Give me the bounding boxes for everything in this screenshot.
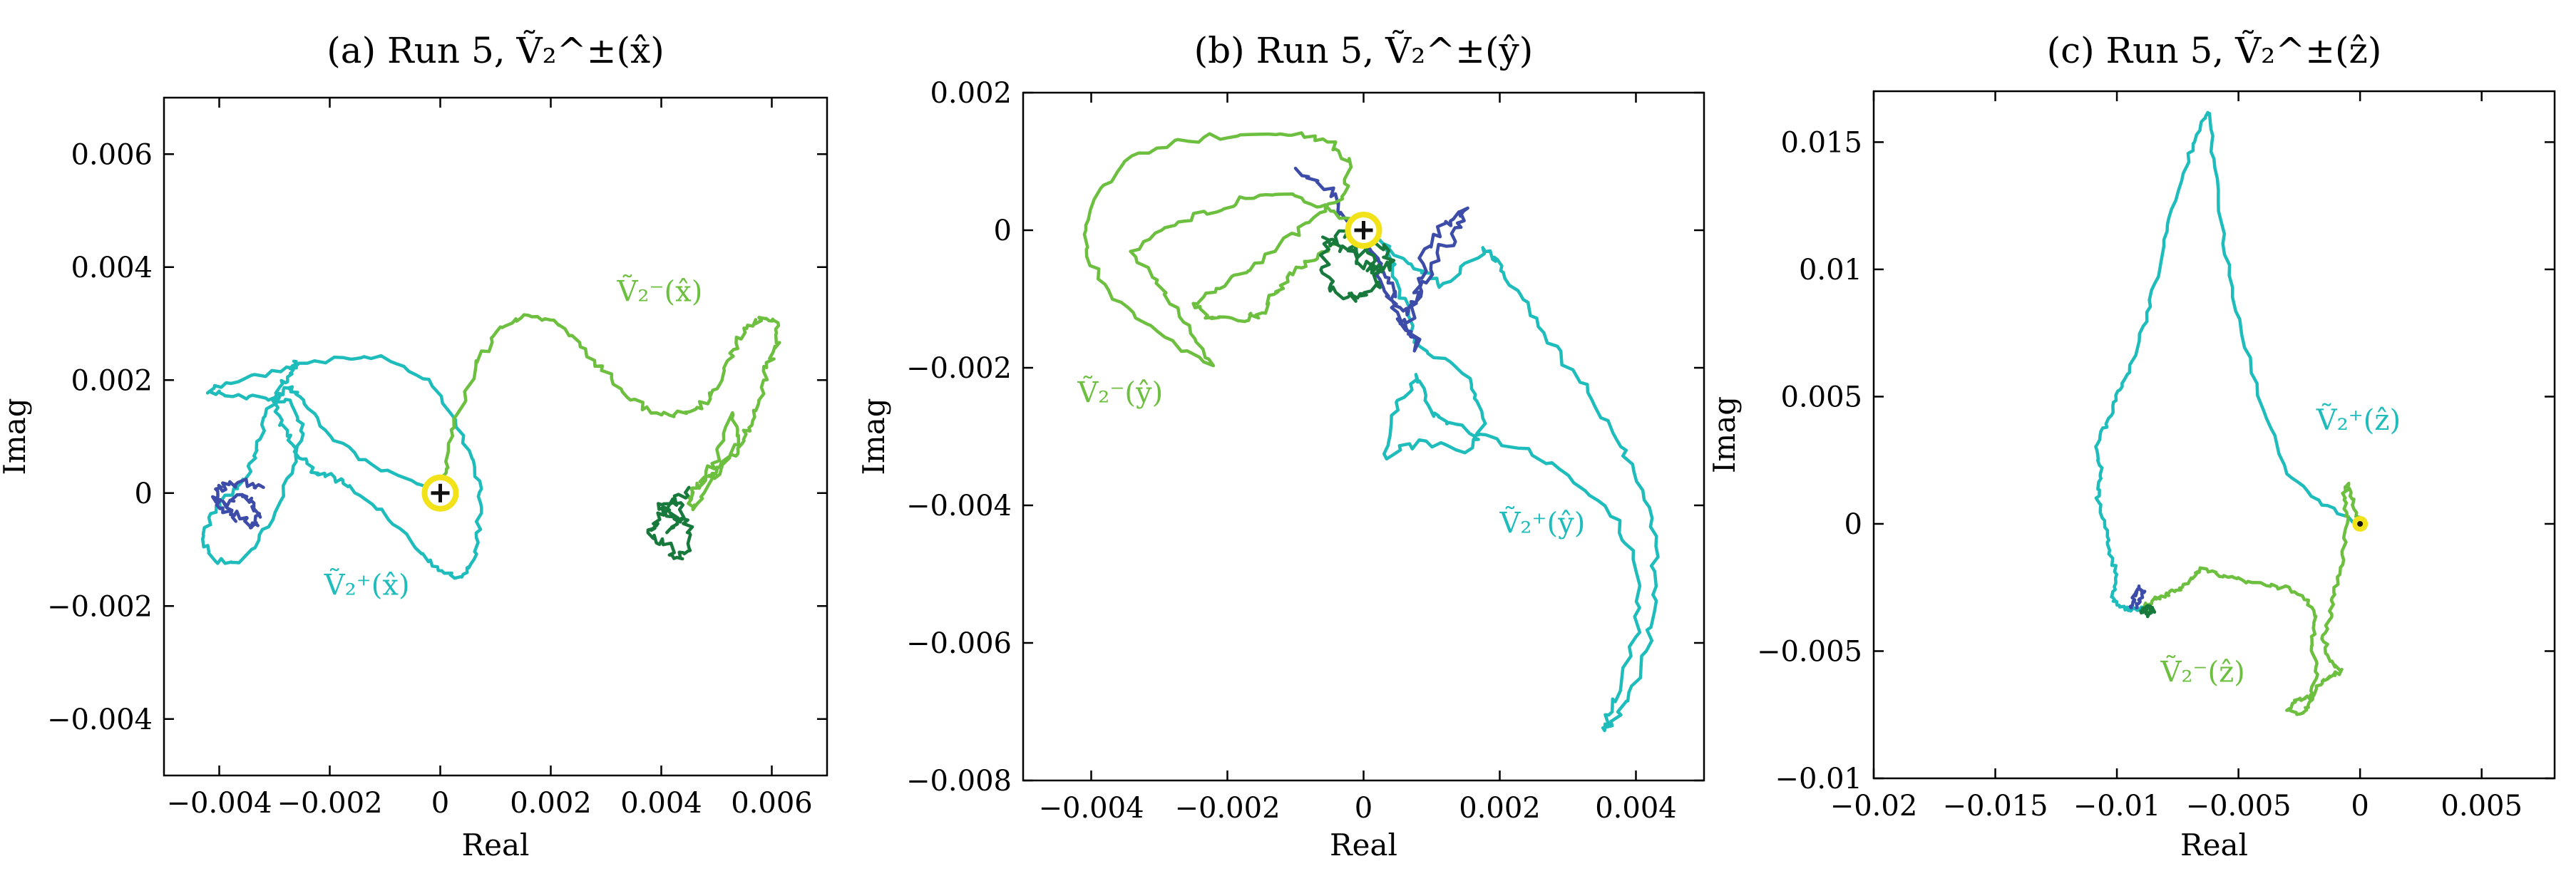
series-line-3 <box>1082 131 1365 368</box>
panel-3: −0.02 −0.015 −0.01 −0.005 0 0.005 −0.01 −0.005 0… <box>1707 29 2556 862</box>
y-axis-label: Imag <box>856 398 891 475</box>
series-line-1 <box>200 354 483 580</box>
series-line-3 <box>2142 481 2362 716</box>
axes-box <box>163 96 828 777</box>
y-tick-label: 0 <box>994 215 1012 247</box>
y-tick-label: −0.005 <box>1757 635 1862 668</box>
x-tick-label: 0.002 <box>510 787 592 820</box>
x-tick-label: 0 <box>1355 792 1372 825</box>
y-tick-label: 0.002 <box>930 77 1012 110</box>
series-line-4 <box>1318 228 1396 303</box>
x-axis-label: Real <box>2180 828 2248 862</box>
y-tick-label: −0.004 <box>47 704 153 736</box>
panel-title: (c) Run 5, Ṽ₂^±(ẑ) <box>2047 29 2382 71</box>
origin-plus-marker <box>1354 221 1373 239</box>
panel-1: −0.004 −0.002 0 0.002 0.004 0.006−0.004−0.002… <box>0 29 828 862</box>
x-tick-label: −0.004 <box>166 787 272 820</box>
series-annotation: Ṽ₂⁻(ŷ) <box>1077 376 1163 409</box>
series-line-3 <box>438 313 781 512</box>
x-tick-label: 0.005 <box>2441 790 2523 823</box>
origin-dot-center <box>2357 520 2364 527</box>
y-tick-label: 0.006 <box>71 138 153 171</box>
series-annotation: Ṽ₂⁺(ŷ) <box>1499 507 1586 540</box>
series-line-2 <box>1293 166 1469 353</box>
x-tick-label: 0.004 <box>1595 792 1677 825</box>
series-annotation: Ṽ₂⁻(x̂) <box>617 274 703 308</box>
series-group <box>200 313 781 580</box>
x-tick-label: −0.015 <box>1943 790 2048 823</box>
series-line-1 <box>2094 110 2362 613</box>
series-line-4 <box>646 485 694 561</box>
panel-title: (a) Run 5, Ṽ₂^±(x̂) <box>327 29 664 71</box>
x-tick-label: −0.01 <box>2073 790 2161 823</box>
y-tick-label: −0.004 <box>906 490 1012 522</box>
series-group <box>1082 131 1660 733</box>
series-group <box>2094 110 2362 716</box>
x-tick-label: −0.004 <box>1038 792 1144 825</box>
y-tick-label: −0.002 <box>906 352 1012 385</box>
series-annotation: Ṽ₂⁺(x̂) <box>324 568 410 602</box>
x-axis-label: Real <box>1330 828 1397 862</box>
y-tick-label: −0.01 <box>1775 763 1862 795</box>
series-line-2 <box>2128 584 2147 610</box>
x-tick-label: −0.002 <box>1174 792 1280 825</box>
series-annotation: Ṽ₂⁺(ẑ) <box>2316 403 2401 437</box>
y-tick-label: 0.01 <box>1799 254 1862 287</box>
x-tick-label: −0.002 <box>277 787 382 820</box>
x-tick-label: 0.002 <box>1459 792 1541 825</box>
series-annotation: Ṽ₂⁻(ẑ) <box>2160 655 2244 689</box>
x-tick-label: 0.004 <box>620 787 702 820</box>
y-tick-label: 0.002 <box>71 364 153 397</box>
x-tick-label: −0.005 <box>2186 790 2292 823</box>
y-tick-label: 0.004 <box>71 252 153 284</box>
x-tick-label: 0 <box>431 787 449 820</box>
y-axis-label: Imag <box>1707 396 1742 473</box>
series-line-4 <box>2139 604 2157 619</box>
y-tick-label: 0.005 <box>1780 381 1862 413</box>
x-tick-label: −0.02 <box>1830 790 1918 823</box>
y-tick-label: −0.006 <box>906 627 1012 660</box>
x-axis-label: Real <box>462 828 530 862</box>
y-axis-label: Imag <box>0 398 32 475</box>
y-tick-label: 0 <box>1844 508 1862 541</box>
y-tick-label: −0.002 <box>47 590 153 623</box>
y-tick-label: 0.015 <box>1780 126 1862 159</box>
panel-2: −0.004 −0.002 0 0.002 0.004 −0.008 −0.006 −0.00… <box>856 29 1705 862</box>
series-line-2 <box>210 478 265 530</box>
panel-title: (b) Run 5, Ṽ₂^±(ŷ) <box>1194 29 1534 71</box>
x-tick-label: 0.006 <box>731 787 813 820</box>
y-tick-label: −0.008 <box>906 765 1012 798</box>
origin-plus-marker <box>431 483 450 502</box>
axes-box <box>1872 90 2556 780</box>
y-tick-label: 0 <box>135 478 153 510</box>
x-tick-label: 0 <box>2351 790 2369 823</box>
series-line-1 <box>1362 228 1660 733</box>
